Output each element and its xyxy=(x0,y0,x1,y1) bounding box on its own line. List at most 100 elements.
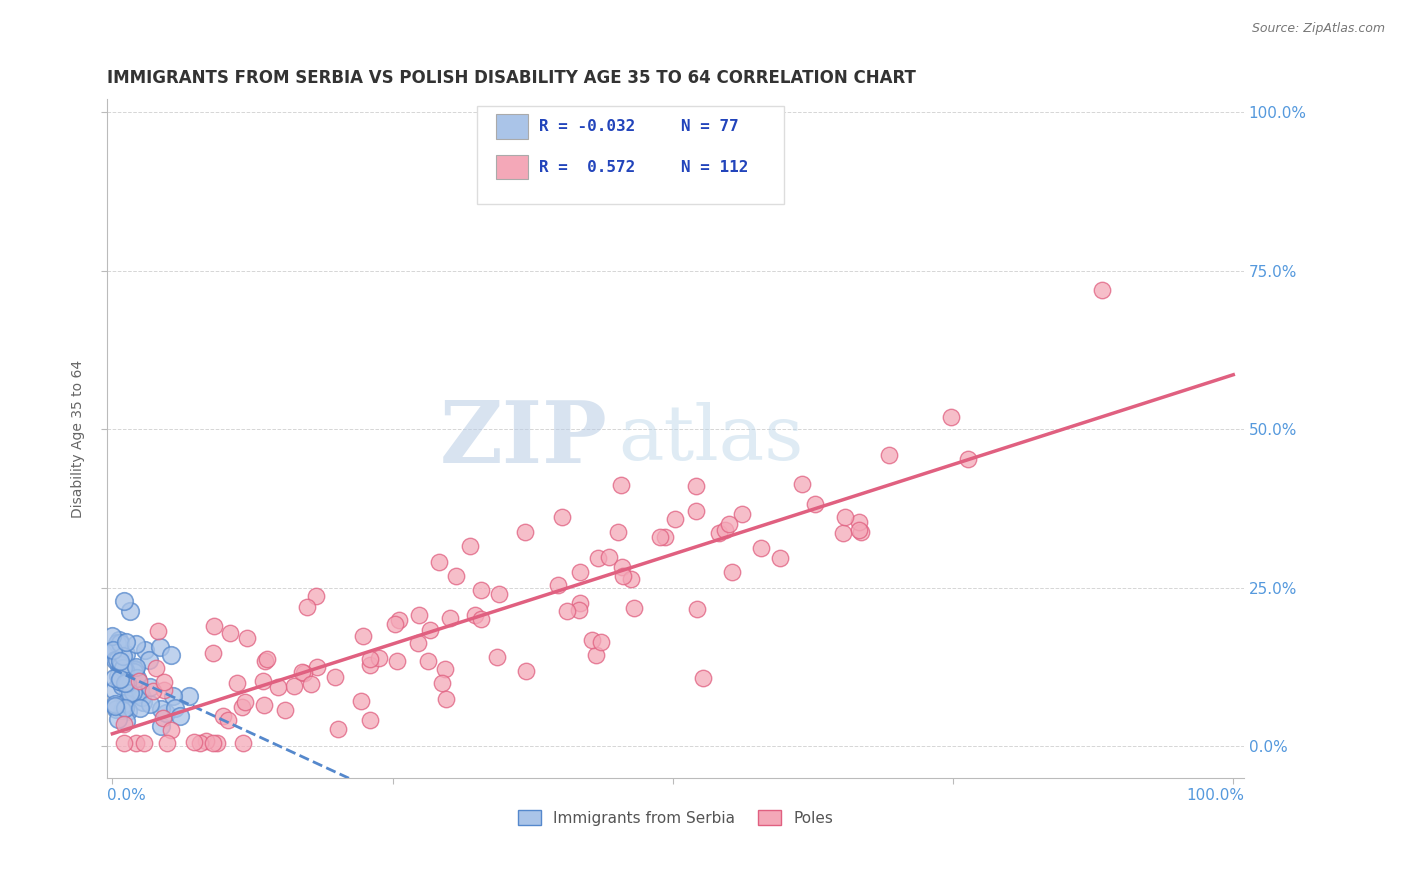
Point xyxy=(598,550,620,565)
Point xyxy=(127,671,149,685)
Point xyxy=(152,711,174,725)
Point xyxy=(117,674,139,689)
Point xyxy=(434,662,457,676)
Point xyxy=(359,713,381,727)
Point xyxy=(444,569,467,583)
Point xyxy=(110,657,132,672)
Point xyxy=(586,550,609,565)
Point xyxy=(718,517,741,532)
Text: 100.0%: 100.0% xyxy=(1187,788,1244,803)
Point xyxy=(115,647,138,661)
Point xyxy=(120,669,142,683)
Point xyxy=(685,479,707,493)
Point xyxy=(292,666,315,681)
Point xyxy=(231,700,253,714)
Legend: Immigrants from Serbia, Poles: Immigrants from Serbia, Poles xyxy=(512,804,839,831)
Point xyxy=(114,700,136,714)
Point xyxy=(769,551,792,566)
Point xyxy=(114,696,136,710)
Point xyxy=(179,689,201,703)
Point xyxy=(610,478,633,492)
Point xyxy=(352,629,374,643)
Point xyxy=(692,671,714,685)
Point xyxy=(212,709,235,723)
Point xyxy=(101,643,124,657)
Point xyxy=(111,668,134,682)
Point xyxy=(128,673,150,688)
Point xyxy=(326,723,349,737)
FancyBboxPatch shape xyxy=(477,106,783,204)
Point xyxy=(323,670,346,684)
Point xyxy=(124,663,146,677)
Point xyxy=(104,699,127,714)
Point xyxy=(108,654,131,668)
Text: N = 77: N = 77 xyxy=(682,119,740,134)
Point xyxy=(131,690,153,704)
Point xyxy=(104,697,127,711)
FancyBboxPatch shape xyxy=(496,155,527,179)
Point xyxy=(111,679,134,693)
Point xyxy=(432,675,454,690)
Point xyxy=(146,624,169,639)
Point xyxy=(568,596,591,610)
Point xyxy=(124,660,146,674)
Point xyxy=(664,511,686,525)
Point xyxy=(117,666,139,681)
Point xyxy=(142,684,165,698)
Point xyxy=(470,612,492,626)
Point xyxy=(128,700,150,714)
Text: R =  0.572: R = 0.572 xyxy=(538,160,636,175)
Point xyxy=(169,709,191,723)
Point xyxy=(849,525,872,540)
Point xyxy=(555,604,578,618)
Point xyxy=(295,599,318,614)
Point xyxy=(384,617,406,632)
Point xyxy=(359,658,381,673)
Point xyxy=(107,658,129,673)
Point xyxy=(155,706,177,721)
Point xyxy=(149,719,172,733)
Point xyxy=(790,476,813,491)
Point xyxy=(111,703,134,717)
Point xyxy=(232,736,254,750)
Point xyxy=(464,608,486,623)
Point xyxy=(305,590,328,604)
Point xyxy=(253,698,276,712)
Point xyxy=(731,507,754,521)
Point xyxy=(138,680,160,694)
Point xyxy=(183,735,205,749)
Point xyxy=(589,635,612,649)
Point xyxy=(103,645,125,659)
Point xyxy=(104,653,127,667)
Text: ZIP: ZIP xyxy=(440,397,607,481)
Point xyxy=(149,640,172,654)
Point xyxy=(458,539,481,553)
Point xyxy=(848,515,870,529)
Text: IMMIGRANTS FROM SERBIA VS POLISH DISABILITY AGE 35 TO 64 CORRELATION CHART: IMMIGRANTS FROM SERBIA VS POLISH DISABIL… xyxy=(107,69,915,87)
Point xyxy=(125,736,148,750)
Point xyxy=(551,510,574,524)
Point xyxy=(120,686,142,700)
Point xyxy=(623,600,645,615)
Point xyxy=(105,635,128,649)
Point xyxy=(159,723,181,737)
Point xyxy=(654,530,676,544)
Point xyxy=(273,703,295,717)
Text: 0.0%: 0.0% xyxy=(107,788,145,803)
Point xyxy=(112,661,135,675)
Point xyxy=(139,698,162,712)
Point xyxy=(114,676,136,690)
Point xyxy=(388,613,411,627)
Point xyxy=(105,653,128,667)
Point xyxy=(108,673,131,688)
Point xyxy=(114,699,136,714)
Point xyxy=(307,660,329,674)
Point xyxy=(439,611,461,625)
Point xyxy=(547,578,569,592)
FancyBboxPatch shape xyxy=(496,114,527,138)
Point xyxy=(470,582,492,597)
Point xyxy=(101,630,124,644)
Point xyxy=(434,691,457,706)
Point xyxy=(406,635,429,649)
Point xyxy=(124,662,146,676)
